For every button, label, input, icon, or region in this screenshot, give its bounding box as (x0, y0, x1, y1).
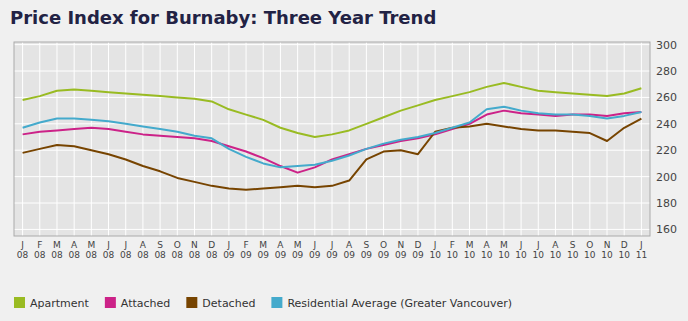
x-tick-label: N08 (189, 240, 201, 260)
x-grid-line (435, 42, 436, 236)
x-grid-line (91, 42, 92, 236)
x-tick-label: M08 (86, 240, 98, 260)
lines (23, 83, 642, 190)
series-line (23, 119, 642, 190)
x-tick-label: O10 (584, 240, 596, 260)
y-tick-label: 220 (656, 144, 677, 157)
legend: Apartment Attached Detached Residential Ave… (14, 297, 512, 310)
x-grid-line (314, 42, 315, 236)
x-grid-line (263, 42, 264, 236)
y-tick-label: 240 (656, 118, 677, 131)
x-grid-line (297, 42, 298, 236)
x-grid-line (555, 42, 556, 236)
x-grid-line (332, 42, 333, 236)
x-tick-label: J08 (120, 240, 132, 260)
x-grid-line (572, 42, 573, 236)
x-grid-line (142, 42, 143, 236)
x-grid-line (383, 42, 384, 236)
x-grid-line (74, 42, 75, 236)
x-grid-line (108, 42, 109, 236)
x-grid-line (366, 42, 367, 236)
x-grid-line (280, 42, 281, 236)
x-grid-line (228, 42, 229, 236)
x-grid-line (486, 42, 487, 236)
x-tick-label: J10 (533, 240, 545, 260)
legend-swatch (186, 297, 197, 308)
x-grid-line (538, 42, 539, 236)
x-tick-label: M10 (498, 240, 510, 260)
x-tick-label: S10 (567, 240, 579, 260)
x-tick-label: S08 (154, 240, 166, 260)
x-tick-label: A09 (275, 240, 287, 260)
plot-frame (14, 42, 650, 236)
legend-label: Attached (121, 297, 170, 310)
y-tick-label: 260 (656, 91, 677, 104)
x-tick-label: O09 (378, 240, 390, 260)
y-tick-label: 300 (656, 39, 677, 52)
legend-swatch (271, 297, 282, 308)
x-tick-label: J10 (429, 240, 441, 260)
x-tick-label: A10 (481, 240, 493, 260)
x-tick-label: D08 (206, 240, 218, 260)
plot-area (14, 42, 650, 236)
x-grid-line (469, 42, 470, 236)
x-tick-label: J09 (326, 240, 338, 260)
y-tick-label: 180 (656, 197, 677, 210)
series-line (23, 111, 642, 173)
x-tick-label: O08 (172, 240, 184, 260)
x-tick-label: J08 (103, 240, 115, 260)
x-tick-label: M08 (51, 240, 63, 260)
x-tick-label: D10 (618, 240, 630, 260)
title: Price Index for Burnaby: Three Year Tren… (10, 7, 436, 28)
x-grid-line (22, 42, 23, 236)
background (0, 0, 688, 321)
x-tick-label: A08 (68, 240, 80, 260)
legend-label: Detached (202, 297, 255, 310)
x-tick-label: S09 (361, 240, 373, 260)
x-grid-line (160, 42, 161, 236)
x-tick-label: M10 (464, 240, 476, 260)
series-line (23, 107, 642, 168)
x-tick-label: J09 (309, 240, 321, 260)
legend-swatch (105, 297, 116, 308)
y-tick-label: 280 (656, 65, 677, 78)
x-grid-line (125, 42, 126, 236)
x-tick-label: J11 (636, 240, 647, 260)
x-tick-label: M09 (258, 240, 270, 260)
x-grid-line (641, 42, 642, 236)
x-grid-line (521, 42, 522, 236)
x-grid-line (589, 42, 590, 236)
x-tick-label: N09 (395, 240, 407, 260)
x-tick-label: A09 (343, 240, 355, 260)
x-grid-line (177, 42, 178, 236)
x-tick-label: M09 (292, 240, 304, 260)
x-grid-line (452, 42, 453, 236)
series-line (23, 83, 642, 137)
grid (14, 42, 650, 236)
legend-swatch (14, 297, 25, 308)
y-tick-label: 160 (656, 223, 677, 236)
x-grid-line (39, 42, 40, 236)
y-tick-label: 200 (656, 171, 677, 184)
legend-label: Apartment (30, 297, 90, 310)
x-grid-line (607, 42, 608, 236)
x-grid-line (503, 42, 504, 236)
x-tick-label: J10 (515, 240, 527, 260)
x-tick-label: N10 (601, 240, 613, 260)
x-grid-line (246, 42, 247, 236)
x-tick-label: F08 (34, 240, 46, 260)
x-tick-label: J09 (223, 240, 235, 260)
x-grid-line (624, 42, 625, 236)
x-grid-line (56, 42, 57, 236)
legend-label: Residential Average (Greater Vancouver) (287, 297, 512, 310)
x-tick-label: J08 (17, 240, 29, 260)
x-tick-label: A08 (137, 240, 149, 260)
x-tick-label: F10 (447, 240, 459, 260)
x-tick-label: A10 (550, 240, 562, 260)
chart: Price Index for Burnaby: Three Year Tren… (0, 0, 688, 321)
x-grid-line (349, 42, 350, 236)
x-tick-label: D09 (412, 240, 424, 260)
x-tick-label: F09 (240, 240, 252, 260)
